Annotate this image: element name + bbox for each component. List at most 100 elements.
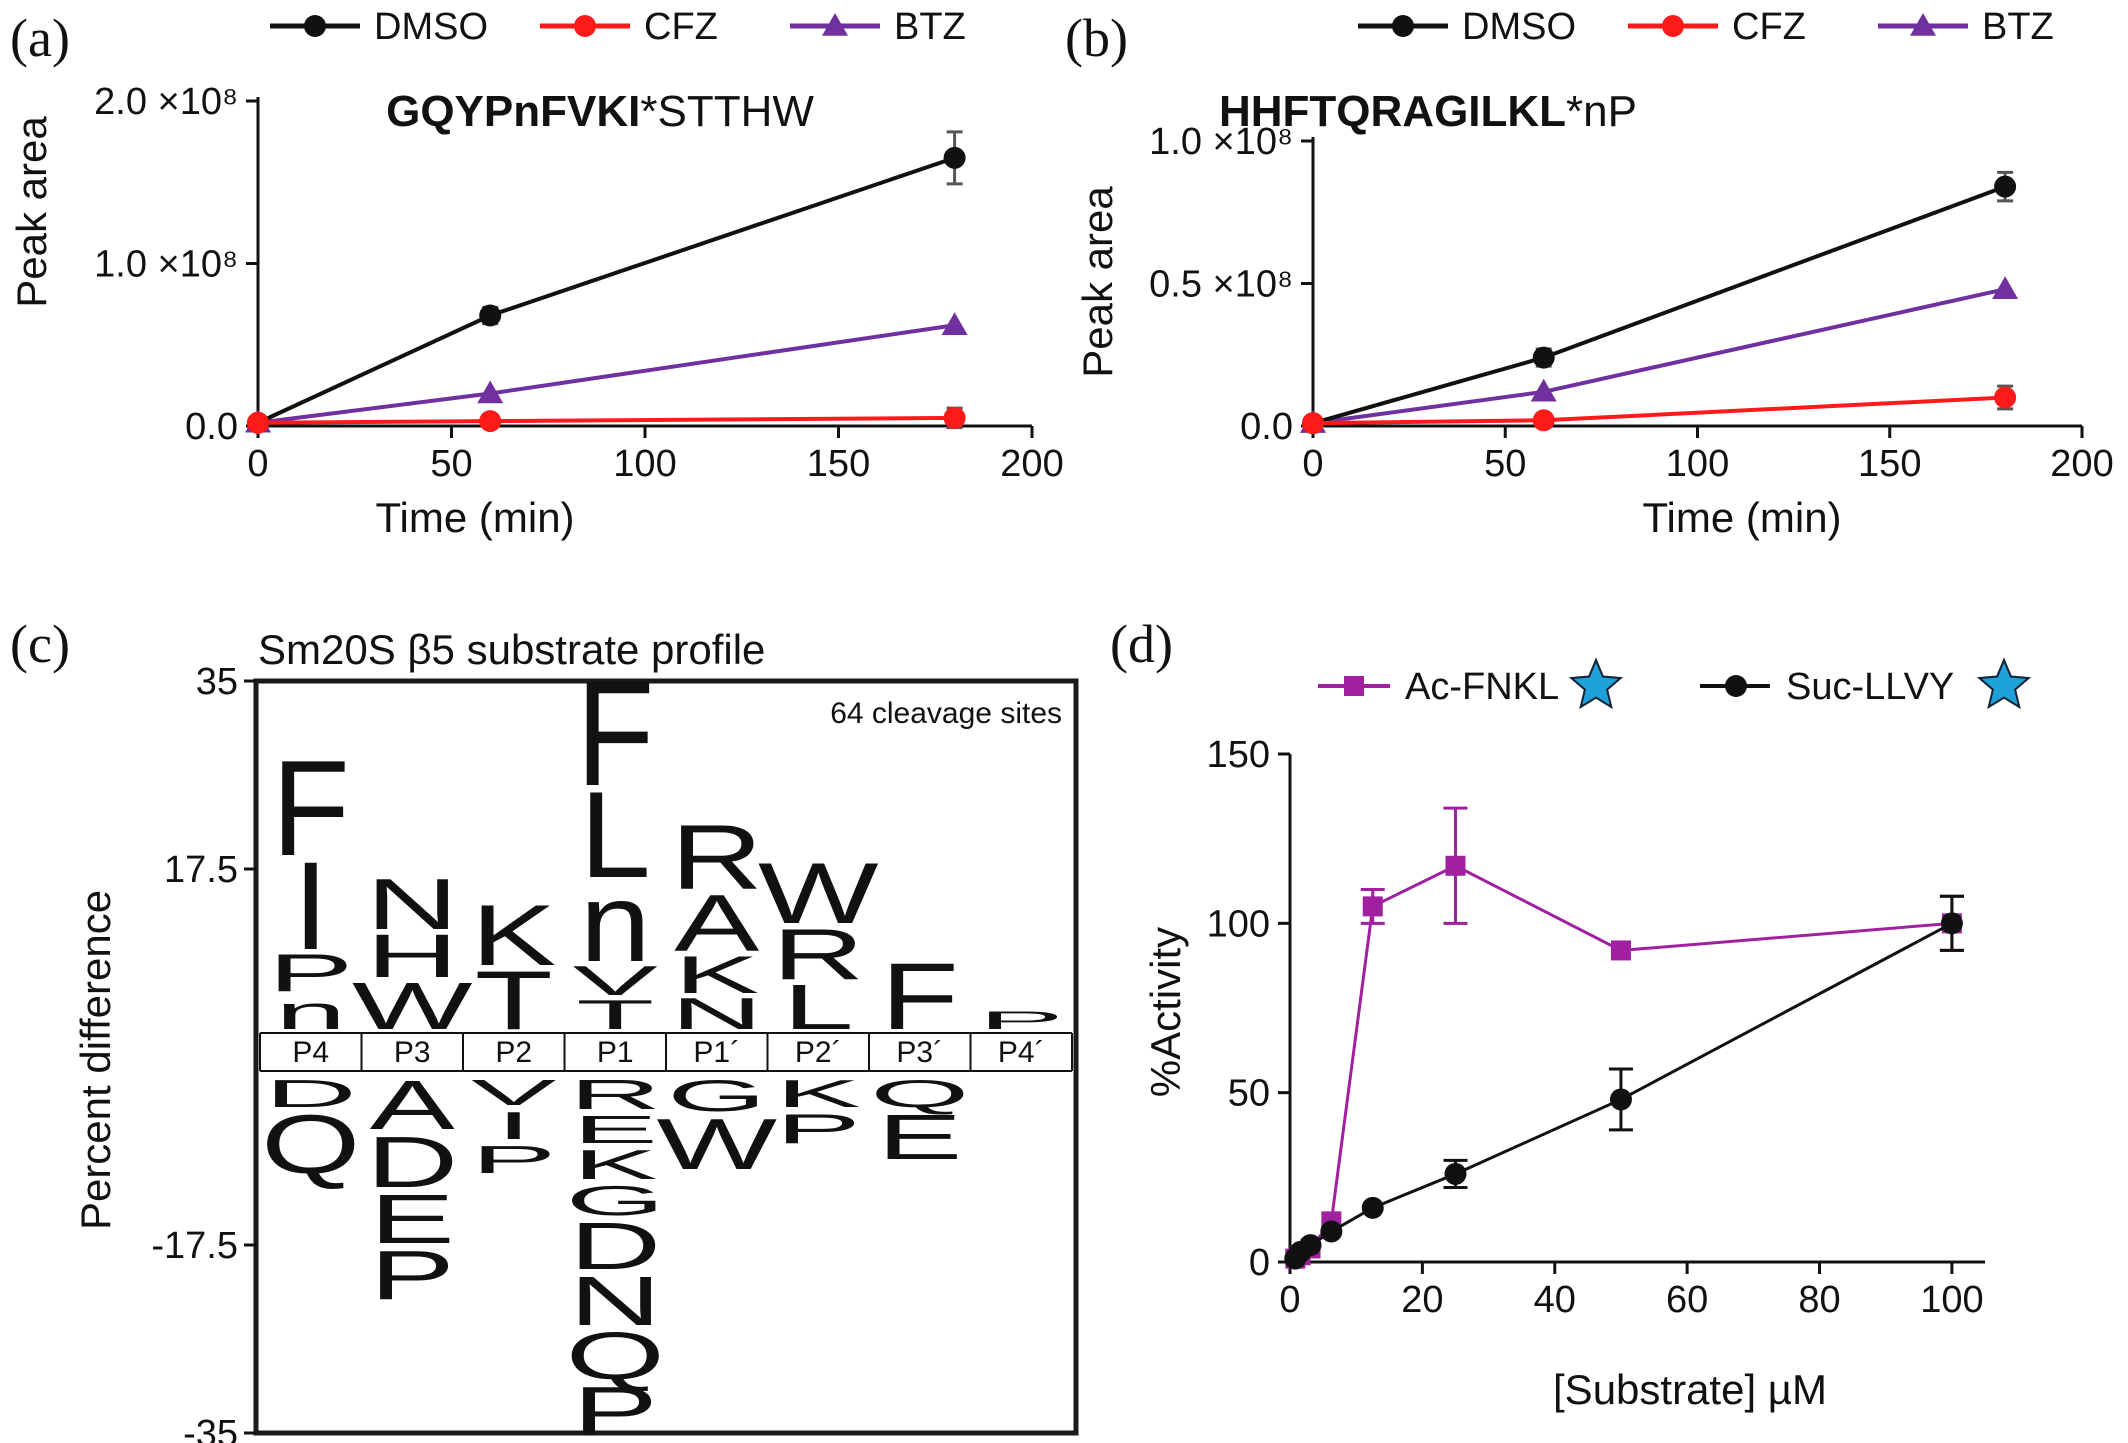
- data-point-cfz: [1532, 409, 1555, 432]
- x-tick-label: 150: [807, 443, 870, 485]
- legend-label-btz: BTZ: [1982, 6, 2054, 48]
- panel-d-x-axis-label: [Substrate] µM: [1553, 1366, 1827, 1413]
- logo-letter-P: P: [370, 1236, 455, 1314]
- data-point-1: [1299, 1234, 1322, 1257]
- logo-letter-D: D: [265, 1072, 357, 1115]
- logo-letter-Q: Q: [870, 1072, 969, 1115]
- panel-a-y-axis-label: Peak area: [8, 116, 55, 308]
- panel-a-legend: DMSO CFZ BTZ: [270, 6, 966, 48]
- logo-letter-V: V: [573, 958, 658, 1004]
- panel-d: (d) Ac-FNKL Suc-LLVY %Activity [Substrate…: [1110, 614, 2032, 1413]
- x-tick-label: 100: [1920, 1279, 1983, 1321]
- panel-b-title: HHFTQRAGILKL*nP: [1219, 87, 1637, 136]
- logo-letter-F: F: [881, 943, 959, 1049]
- y-tick-label: 35: [196, 661, 238, 703]
- logo-letter-A: A: [370, 1066, 456, 1144]
- x-tick-label: 0: [247, 443, 268, 485]
- logo-letter-P: P: [471, 1138, 556, 1181]
- x-tick-label: 60: [1666, 1279, 1708, 1321]
- logo-letter-I: I: [293, 836, 329, 975]
- data-point-dmso: [943, 146, 966, 169]
- logo-letter-K: K: [674, 945, 759, 1004]
- logo-letter-H: H: [366, 922, 458, 990]
- data-point-1: [1361, 1196, 1384, 1219]
- panel-c-title: Sm20S β5 substrate profile: [258, 626, 765, 673]
- y-tick-label: -35: [183, 1413, 238, 1443]
- y-tick-label: 0.0: [185, 406, 238, 448]
- panel-b-y-axis-label: Peak area: [1074, 186, 1121, 378]
- position-label: P2: [495, 1036, 532, 1069]
- logo-letter-N: N: [569, 1262, 661, 1340]
- panel-b-plot: 0 50 100 150 200 0.0 0.5 ×10⁸ 1.0 ×10⁸: [1149, 121, 2114, 485]
- legend-label-dmso: DMSO: [1462, 6, 1576, 48]
- panel-a-x-axis-label: Time (min): [375, 494, 574, 541]
- y-tick-label: -17.5: [151, 1225, 238, 1267]
- x-tick-label: 100: [613, 443, 676, 485]
- panel-a-title-rest: *STTHW: [640, 87, 814, 136]
- panel-b-letter: (b): [1065, 8, 1128, 68]
- x-tick-label: 0: [1279, 1279, 1300, 1321]
- data-point-0: [1362, 896, 1383, 917]
- y-tick-label: 100: [1207, 903, 1270, 945]
- legend-marker-cfz: [1662, 15, 1684, 37]
- data-point-dmso: [479, 304, 502, 327]
- logo-letter-P: P: [268, 943, 353, 1002]
- logo-letter-G: G: [667, 1071, 766, 1121]
- series-line-dmso: [257, 155, 956, 425]
- panel-c: (c) Sm20S β5 substrate profile 64 cleava…: [10, 614, 1079, 1443]
- logo-letter-F: F: [576, 649, 654, 817]
- panel-a: (a) DMSO CFZ BTZ GQYPnFVKI*STTHW Peak area…: [8, 6, 1064, 541]
- data-point-cfz: [1994, 386, 2017, 409]
- panel-c-y-axis-label: Percent difference: [72, 890, 119, 1230]
- logo-letter-P: P: [776, 1106, 861, 1152]
- data-point-1: [1940, 912, 1963, 935]
- logo-letter-D: D: [366, 1122, 458, 1203]
- x-tick-label: 200: [1000, 443, 1063, 485]
- logo-letter-I: I: [496, 1104, 531, 1147]
- data-point-cfz: [479, 410, 502, 433]
- legend-label-suc-llvy: Suc-LLVY: [1786, 666, 1954, 708]
- panel-a-title-bold: GQYPnFVKI: [386, 87, 640, 136]
- logo-letter-V: V: [471, 1072, 557, 1112]
- legend-label-cfz: CFZ: [644, 6, 718, 48]
- x-tick-label: 150: [1858, 443, 1921, 485]
- legend-marker-ac-fnkl: [1344, 676, 1364, 696]
- data-point-dmso: [1994, 175, 2017, 198]
- x-tick-label: 100: [1666, 443, 1729, 485]
- legend-marker-dmso: [1392, 15, 1414, 37]
- data-point-btz: [477, 380, 504, 404]
- y-tick-label: 17.5: [164, 849, 238, 891]
- series-line-dmso: [1312, 184, 2006, 426]
- position-label: P4: [292, 1036, 329, 1069]
- logo-letter-L: L: [580, 767, 651, 903]
- data-point-1: [1444, 1162, 1467, 1185]
- data-point-cfz: [247, 411, 269, 434]
- logo-letter-W: W: [352, 969, 473, 1044]
- data-point-btz: [941, 312, 968, 335]
- y-tick-label: 150: [1207, 734, 1270, 776]
- legend-marker-btz: [822, 13, 848, 36]
- legend-label-ac-fnkl: Ac-FNKL: [1405, 666, 1559, 708]
- legend-marker-suc-llvy: [1725, 675, 1747, 697]
- data-point-dmso: [1532, 346, 1555, 369]
- panel-b-title-bold: HHFTQRAGILKL: [1219, 87, 1566, 136]
- data-point-0: [1610, 940, 1631, 961]
- logo-letter-Q: Q: [261, 1097, 360, 1191]
- logo-letter-R: R: [772, 914, 864, 995]
- data-point-1: [1609, 1088, 1632, 1111]
- logo-letter-n: n: [275, 987, 346, 1039]
- position-label: P3´: [896, 1036, 943, 1069]
- legend-star-ac-fnkl: [1568, 657, 1624, 710]
- logo-letter-G: G: [566, 1178, 665, 1224]
- logo-letter-R: R: [569, 1072, 661, 1118]
- position-label: P3: [394, 1036, 431, 1069]
- logo-letter-P: P: [979, 1007, 1064, 1035]
- logo-letter-D: D: [569, 1209, 661, 1284]
- legend-label-btz: BTZ: [894, 6, 966, 48]
- logo-letter-T: T: [475, 953, 553, 1047]
- logo-letter-K: K: [573, 1142, 658, 1188]
- y-tick-label: 1.0 ×10⁸: [94, 244, 238, 286]
- logo-letter-n: n: [580, 862, 651, 985]
- logo-letter-N: N: [366, 864, 458, 945]
